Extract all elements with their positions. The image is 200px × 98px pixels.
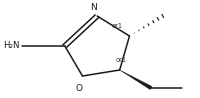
Text: or1: or1 (116, 57, 127, 63)
Text: O: O (75, 84, 82, 93)
Text: or1: or1 (112, 23, 123, 29)
Text: H₂N: H₂N (3, 41, 20, 50)
Polygon shape (120, 70, 152, 90)
Text: N: N (90, 3, 97, 12)
